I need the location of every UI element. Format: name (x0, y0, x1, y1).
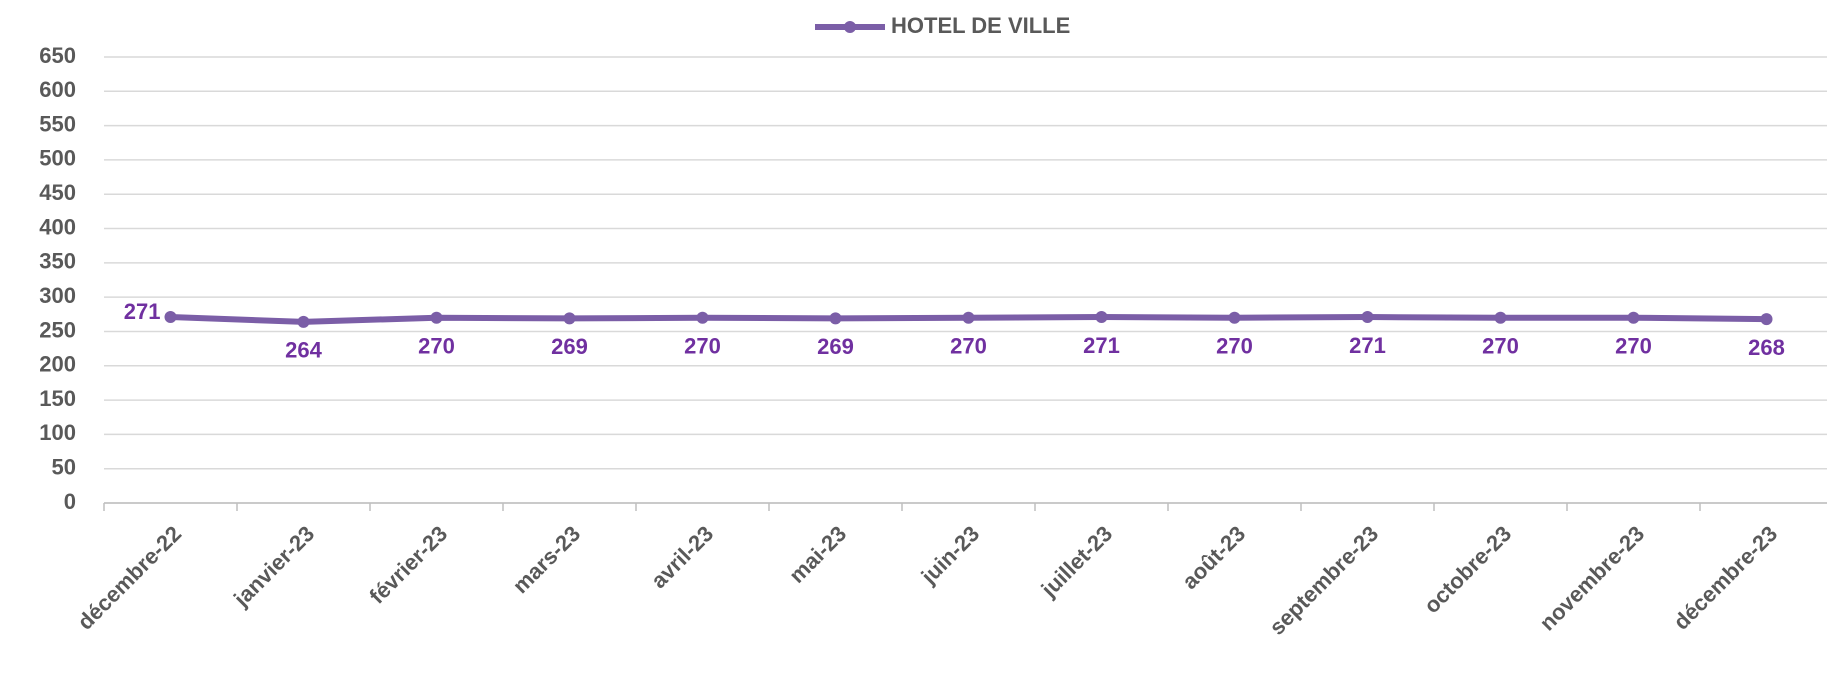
data-label: 271 (1349, 333, 1386, 358)
x-tick-label: novembre-23 (1535, 521, 1650, 636)
y-tick-label: 100 (39, 420, 76, 445)
point (1627, 311, 1640, 324)
x-tick-label: avril-23 (646, 521, 718, 593)
y-tick-label: 150 (39, 386, 76, 411)
x-tick-label: août-23 (1177, 521, 1250, 594)
y-tick-label: 50 (52, 455, 76, 480)
y-tick-label: 250 (39, 317, 76, 342)
data-label: 270 (418, 334, 455, 359)
x-tick-label: octobre-23 (1419, 521, 1516, 618)
point (829, 312, 842, 325)
data-label: 270 (1482, 334, 1519, 359)
y-tick-label: 0 (64, 489, 76, 514)
y-tick-label: 300 (39, 283, 76, 308)
y-tick-label: 650 (39, 43, 76, 68)
legend-label: HOTEL DE VILLE (891, 13, 1070, 38)
data-label: 270 (1216, 334, 1253, 359)
y-tick-label: 200 (39, 352, 76, 377)
data-label: 271 (124, 299, 161, 324)
x-tick-label: janvier-23 (228, 521, 319, 612)
y-tick-label: 550 (39, 111, 76, 136)
point (1494, 311, 1507, 324)
data-label: 270 (684, 334, 721, 359)
data-label: 270 (1615, 334, 1652, 359)
x-tick-label: juin-23 (916, 521, 985, 590)
x-tick-label: mars-23 (508, 521, 585, 598)
point (297, 315, 310, 328)
x-tick-label: septembre-23 (1264, 521, 1383, 640)
x-tick-label: février-23 (364, 521, 452, 609)
x-tick-label: décembre-22 (72, 521, 186, 635)
point (1760, 313, 1773, 326)
y-tick-label: 350 (39, 249, 76, 274)
data-label: 269 (817, 334, 854, 359)
x-tick-label: décembre-23 (1668, 521, 1782, 635)
data-label: 268 (1748, 335, 1785, 360)
legend-marker (844, 21, 856, 33)
point (1228, 311, 1241, 324)
y-tick-label: 400 (39, 214, 76, 239)
x-tick-label: juillet-23 (1036, 521, 1117, 602)
y-tick-label: 600 (39, 77, 76, 102)
point (563, 312, 576, 325)
y-tick-label: 500 (39, 146, 76, 171)
point (962, 311, 975, 324)
x-tick-label: mai-23 (784, 521, 851, 588)
data-label: 264 (285, 338, 322, 363)
point (430, 311, 443, 324)
data-label: 269 (551, 334, 588, 359)
point (1361, 311, 1374, 324)
point (1095, 311, 1108, 324)
data-label: 271 (1083, 333, 1120, 358)
point (696, 311, 709, 324)
data-label: 270 (950, 334, 987, 359)
y-tick-label: 450 (39, 180, 76, 205)
point (164, 311, 177, 324)
